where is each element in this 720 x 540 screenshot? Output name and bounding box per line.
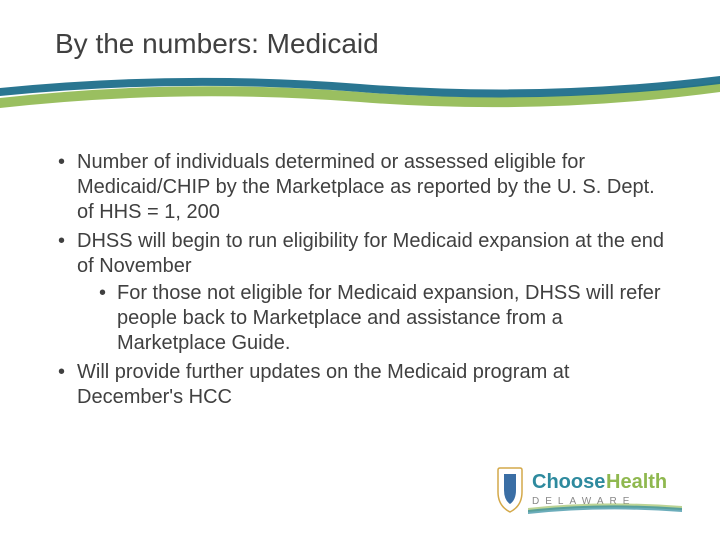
- bullet-list: Number of individuals determined or asse…: [55, 150, 665, 410]
- bullet-item: Number of individuals determined or asse…: [55, 150, 665, 225]
- slide-title: By the numbers: Medicaid: [55, 28, 720, 60]
- bullet-text: Will provide further updates on the Medi…: [77, 361, 569, 408]
- slide: By the numbers: Medicaid Number of indiv…: [0, 0, 720, 540]
- bullet-text: DHSS will begin to run eligibility for M…: [77, 230, 664, 277]
- bullet-item: Will provide further updates on the Medi…: [55, 360, 665, 410]
- brand-logo: Choose Health DELAWARE: [482, 462, 692, 522]
- sub-bullet-list: For those not eligible for Medicaid expa…: [77, 281, 665, 356]
- bullet-item: DHSS will begin to run eligibility for M…: [55, 229, 665, 356]
- sub-bullet-item: For those not eligible for Medicaid expa…: [77, 281, 665, 356]
- sub-bullet-text: For those not eligible for Medicaid expa…: [117, 282, 661, 354]
- title-area: By the numbers: Medicaid: [0, 0, 720, 60]
- bullet-text: Number of individuals determined or asse…: [77, 151, 655, 223]
- svg-text:Choose: Choose: [532, 471, 605, 493]
- svg-text:Health: Health: [606, 471, 667, 493]
- content-area: Number of individuals determined or asse…: [55, 150, 665, 414]
- decorative-swoosh: [0, 70, 720, 130]
